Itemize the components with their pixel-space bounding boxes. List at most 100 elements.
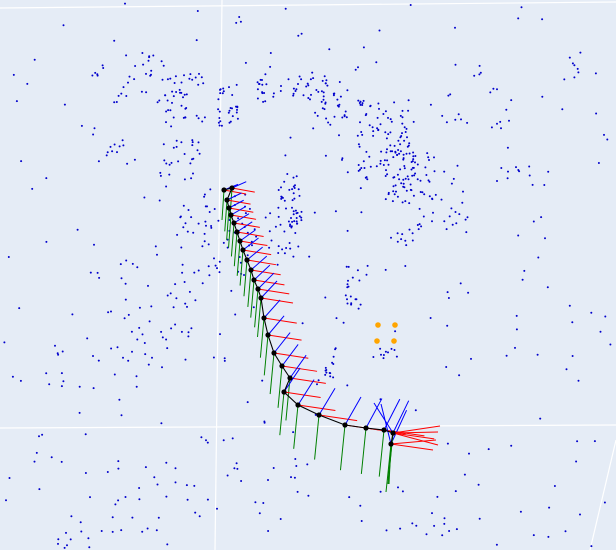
point: [334, 347, 337, 350]
point: [80, 124, 83, 127]
point: [349, 295, 352, 298]
point: [420, 225, 423, 228]
point: [309, 78, 312, 81]
orange-marker: [392, 322, 398, 328]
point: [289, 223, 292, 226]
point: [293, 197, 296, 200]
point: [295, 220, 298, 223]
point: [131, 516, 134, 519]
point: [320, 90, 323, 93]
camera-trajectory: [221, 185, 396, 447]
frame-x-axis: [226, 199, 251, 205]
point: [418, 207, 421, 210]
point: [144, 466, 147, 469]
point: [274, 225, 277, 228]
point: [243, 274, 245, 276]
point: [97, 160, 100, 163]
point: [354, 68, 357, 71]
point: [220, 124, 223, 127]
point: [401, 122, 404, 125]
point: [292, 210, 295, 213]
point: [189, 162, 192, 165]
point: [357, 143, 360, 146]
point: [291, 206, 293, 209]
point: [186, 305, 188, 308]
point: [161, 78, 164, 81]
point: [244, 61, 247, 64]
point: [198, 152, 201, 155]
point: [412, 158, 415, 161]
point: [540, 216, 543, 219]
point: [594, 72, 597, 75]
point: [258, 83, 261, 85]
point: [365, 176, 368, 179]
orange-marker: [391, 338, 397, 344]
point: [346, 384, 349, 387]
point: [452, 177, 455, 180]
point: [191, 139, 194, 142]
frame-z-axis: [392, 400, 410, 434]
point: [111, 516, 114, 519]
point: [311, 71, 314, 74]
point: [270, 239, 273, 242]
point: [203, 240, 206, 243]
point: [521, 278, 524, 281]
point: [172, 95, 175, 98]
point: [432, 211, 434, 214]
camera-pose-marker: [381, 427, 387, 433]
point: [79, 521, 82, 524]
point: [329, 123, 332, 126]
point: [92, 133, 95, 136]
point: [287, 220, 290, 223]
point: [479, 71, 482, 74]
point: [147, 284, 149, 287]
point: [431, 512, 433, 515]
point: [379, 347, 382, 350]
point: [283, 252, 286, 255]
point: [161, 336, 164, 339]
point: [308, 255, 311, 258]
point: [183, 153, 186, 155]
point: [339, 95, 342, 98]
point: [186, 498, 189, 501]
point: [269, 52, 272, 54]
camera-pose-marker: [228, 212, 234, 218]
point: [86, 337, 89, 340]
point: [402, 178, 405, 181]
point: [194, 511, 197, 514]
point: [397, 486, 399, 489]
point: [194, 299, 197, 302]
grid-line: [0, 424, 616, 429]
point: [384, 131, 387, 134]
point: [507, 170, 509, 173]
point: [289, 136, 292, 139]
frame-z-axis: [239, 229, 256, 242]
point: [573, 76, 576, 79]
point: [407, 178, 410, 181]
point: [414, 155, 417, 157]
point: [347, 265, 350, 268]
point: [332, 94, 335, 97]
point: [375, 165, 378, 168]
point: [84, 433, 87, 436]
point: [119, 263, 122, 266]
point: [362, 99, 365, 102]
point: [468, 452, 470, 455]
point: [292, 255, 295, 258]
point: [116, 151, 118, 154]
point: [369, 165, 372, 168]
point: [368, 124, 371, 127]
point: [240, 480, 243, 482]
point: [470, 357, 472, 360]
point: [222, 439, 225, 442]
point: [421, 191, 424, 194]
point: [380, 150, 383, 153]
point: [392, 185, 395, 188]
point: [528, 165, 531, 168]
point: [161, 366, 163, 369]
frame-x-axis: [239, 240, 268, 247]
point: [495, 543, 498, 546]
point: [404, 239, 407, 242]
